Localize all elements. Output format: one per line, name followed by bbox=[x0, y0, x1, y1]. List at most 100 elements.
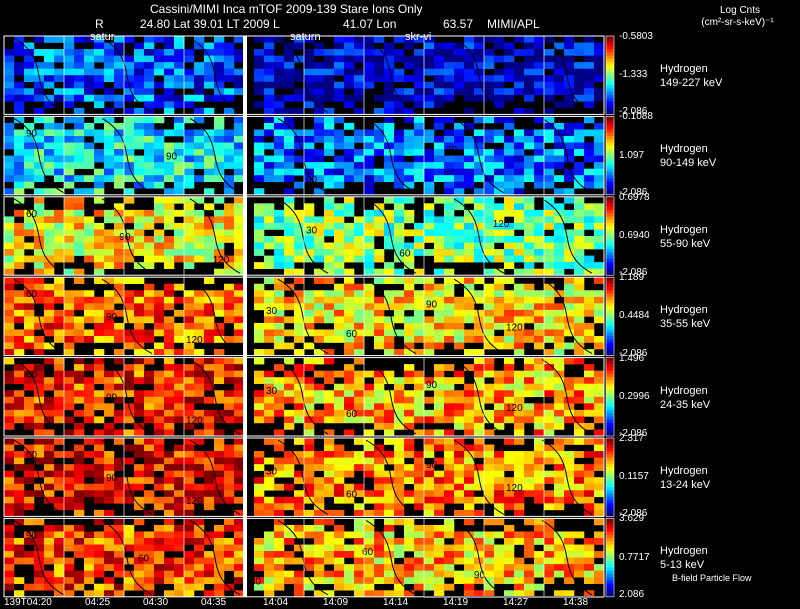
contour-line bbox=[13, 359, 65, 435]
data-cell bbox=[44, 409, 55, 417]
data-cell bbox=[584, 422, 595, 430]
data-cell bbox=[154, 94, 165, 102]
data-cell bbox=[184, 249, 195, 256]
data-cell bbox=[4, 129, 15, 137]
data-cell bbox=[534, 336, 545, 343]
colorbar-segment bbox=[606, 387, 614, 391]
data-cell bbox=[44, 342, 55, 350]
contour-line bbox=[189, 439, 241, 515]
data-cell bbox=[164, 531, 175, 539]
data-cell bbox=[364, 390, 375, 398]
data-cell bbox=[214, 129, 225, 137]
data-cell bbox=[334, 296, 345, 304]
data-cell bbox=[544, 129, 555, 137]
data-cell bbox=[224, 162, 235, 169]
data-cell bbox=[344, 403, 355, 411]
data-cell bbox=[54, 583, 65, 591]
data-cell bbox=[404, 557, 415, 565]
data-cell bbox=[154, 68, 165, 76]
data-cell bbox=[374, 175, 385, 183]
data-cell bbox=[504, 168, 515, 176]
data-cell bbox=[194, 451, 205, 458]
data-cell bbox=[114, 544, 125, 552]
contour-line bbox=[453, 519, 505, 596]
data-cell bbox=[44, 283, 55, 291]
data-cell bbox=[34, 162, 45, 169]
data-cell bbox=[514, 377, 525, 385]
data-cell bbox=[154, 209, 165, 217]
data-cell bbox=[454, 336, 465, 343]
colorbar-segment bbox=[606, 42, 614, 47]
colorbar-max-label: 2.317 bbox=[619, 433, 645, 444]
data-cell bbox=[4, 564, 15, 571]
data-cell bbox=[204, 490, 215, 498]
data-cell bbox=[264, 557, 275, 565]
data-cell bbox=[114, 55, 125, 63]
data-cell bbox=[224, 49, 235, 56]
data-cell bbox=[214, 496, 225, 504]
data-cell bbox=[144, 162, 155, 169]
data-cell bbox=[364, 316, 375, 324]
data-cell bbox=[414, 470, 425, 478]
colorbar-segment bbox=[606, 367, 614, 372]
data-cell bbox=[14, 538, 25, 545]
data-cell bbox=[464, 470, 475, 478]
data-cell bbox=[224, 55, 235, 63]
data-cell bbox=[344, 490, 355, 498]
data-cell bbox=[64, 349, 75, 356]
data-cell bbox=[34, 188, 45, 196]
data-cell bbox=[94, 277, 105, 285]
data-cell bbox=[94, 564, 105, 571]
data-cell bbox=[544, 155, 555, 163]
data-cell bbox=[434, 283, 445, 291]
data-cell bbox=[64, 322, 75, 330]
data-cell bbox=[134, 168, 145, 176]
data-cell bbox=[484, 451, 495, 458]
data-cell bbox=[134, 75, 145, 83]
data-cell bbox=[594, 262, 605, 269]
data-cell bbox=[394, 107, 405, 115]
data-cell bbox=[164, 255, 175, 263]
data-cell bbox=[554, 216, 565, 224]
data-cell bbox=[524, 403, 535, 411]
data-cell bbox=[434, 438, 445, 445]
data-cell bbox=[84, 551, 95, 558]
data-cell bbox=[184, 81, 195, 89]
data-cell bbox=[374, 75, 385, 83]
data-cell bbox=[384, 438, 395, 445]
data-cell bbox=[464, 509, 475, 517]
data-cell bbox=[214, 36, 225, 43]
data-cell bbox=[444, 283, 455, 291]
data-cell bbox=[44, 149, 55, 156]
data-cell bbox=[294, 296, 305, 304]
data-cell bbox=[594, 457, 605, 465]
data-cell bbox=[274, 242, 285, 250]
data-cell bbox=[84, 62, 95, 69]
data-cell bbox=[584, 129, 595, 137]
data-cell bbox=[214, 349, 225, 356]
data-cell bbox=[364, 457, 375, 465]
colorbar-segment bbox=[606, 531, 614, 536]
data-cell bbox=[114, 122, 125, 130]
data-cell bbox=[404, 403, 415, 411]
data-cell bbox=[264, 377, 275, 385]
data-cell bbox=[284, 262, 295, 269]
data-cell bbox=[384, 557, 395, 565]
data-cell bbox=[394, 155, 405, 163]
data-cell bbox=[584, 383, 595, 391]
data-cell bbox=[184, 564, 195, 571]
data-cell bbox=[574, 75, 585, 83]
data-cell bbox=[394, 142, 405, 150]
colorbar-segment bbox=[606, 136, 614, 140]
data-cell bbox=[184, 509, 195, 517]
data-cell bbox=[524, 209, 535, 217]
data-cell bbox=[454, 490, 465, 498]
data-cell bbox=[464, 383, 475, 391]
data-cell bbox=[284, 188, 295, 196]
data-cell bbox=[384, 377, 395, 385]
data-cell bbox=[44, 303, 55, 311]
data-cell bbox=[4, 403, 15, 411]
data-cell bbox=[24, 383, 35, 391]
data-cell bbox=[304, 290, 315, 298]
data-cell bbox=[394, 349, 405, 356]
